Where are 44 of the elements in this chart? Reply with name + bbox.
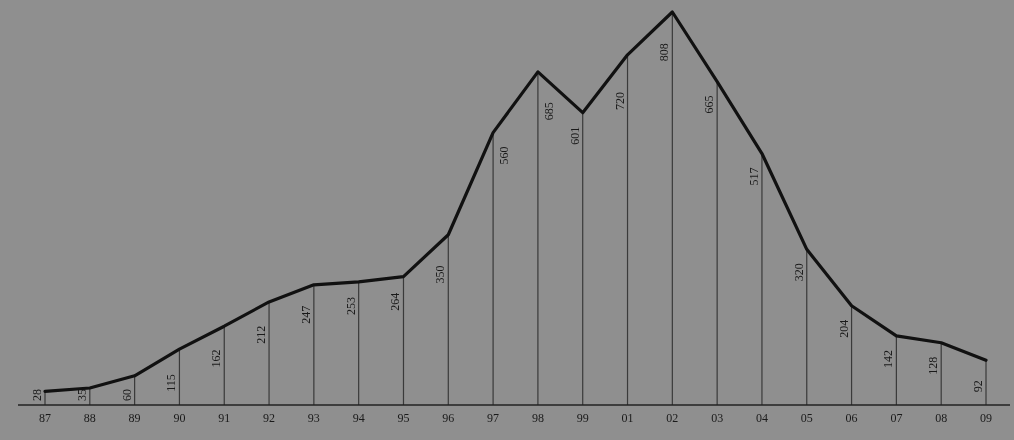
data-label: 264: [388, 292, 403, 311]
data-label: 162: [209, 349, 224, 368]
data-label: 253: [343, 297, 358, 316]
x-tick-label: 98: [531, 411, 544, 425]
x-tick-label: 90: [173, 411, 186, 425]
x-tick-label: 02: [666, 411, 679, 425]
x-tick-label: 08: [935, 411, 948, 425]
x-tick-label: 06: [845, 411, 858, 425]
x-tick-label: 01: [621, 411, 634, 425]
data-label: 665: [702, 95, 717, 114]
x-tick-label: 88: [83, 411, 96, 425]
data-label: 808: [657, 43, 672, 62]
x-tick-label: 03: [711, 411, 724, 425]
data-label: 517: [746, 167, 761, 186]
data-label: 204: [836, 319, 851, 338]
x-tick-label: 09: [980, 411, 992, 425]
x-tick-label: 87: [39, 411, 51, 425]
x-tick-label: 89: [128, 411, 141, 425]
x-tick-label: 04: [755, 411, 768, 425]
data-label: 142: [881, 349, 896, 368]
x-tick-label: 05: [800, 411, 813, 425]
x-tick-label: 93: [307, 411, 320, 425]
x-tick-label: 97: [487, 411, 500, 425]
data-label: 247: [298, 305, 313, 324]
x-tick-label: 96: [442, 411, 455, 425]
x-tick-label: 91: [218, 411, 231, 425]
data-label: 685: [541, 102, 556, 121]
data-label: 212: [254, 325, 269, 344]
data-label: 92: [971, 380, 985, 393]
data-label: 35: [74, 389, 89, 401]
data-label: 60: [119, 389, 134, 401]
x-tick-label: 07: [890, 411, 903, 425]
data-label: 720: [612, 92, 627, 111]
data-label: 115: [164, 374, 179, 392]
x-tick-label: 95: [397, 411, 410, 425]
data-label: 28: [30, 389, 44, 401]
data-label: 350: [433, 265, 448, 284]
x-tick-label: 94: [352, 411, 365, 425]
data-label: 560: [497, 146, 512, 165]
x-tick-label: 92: [263, 411, 276, 425]
data-label: 601: [567, 126, 582, 145]
x-tick-label: 99: [576, 411, 589, 425]
data-label: 320: [791, 263, 806, 282]
data-label: 128: [926, 356, 941, 375]
